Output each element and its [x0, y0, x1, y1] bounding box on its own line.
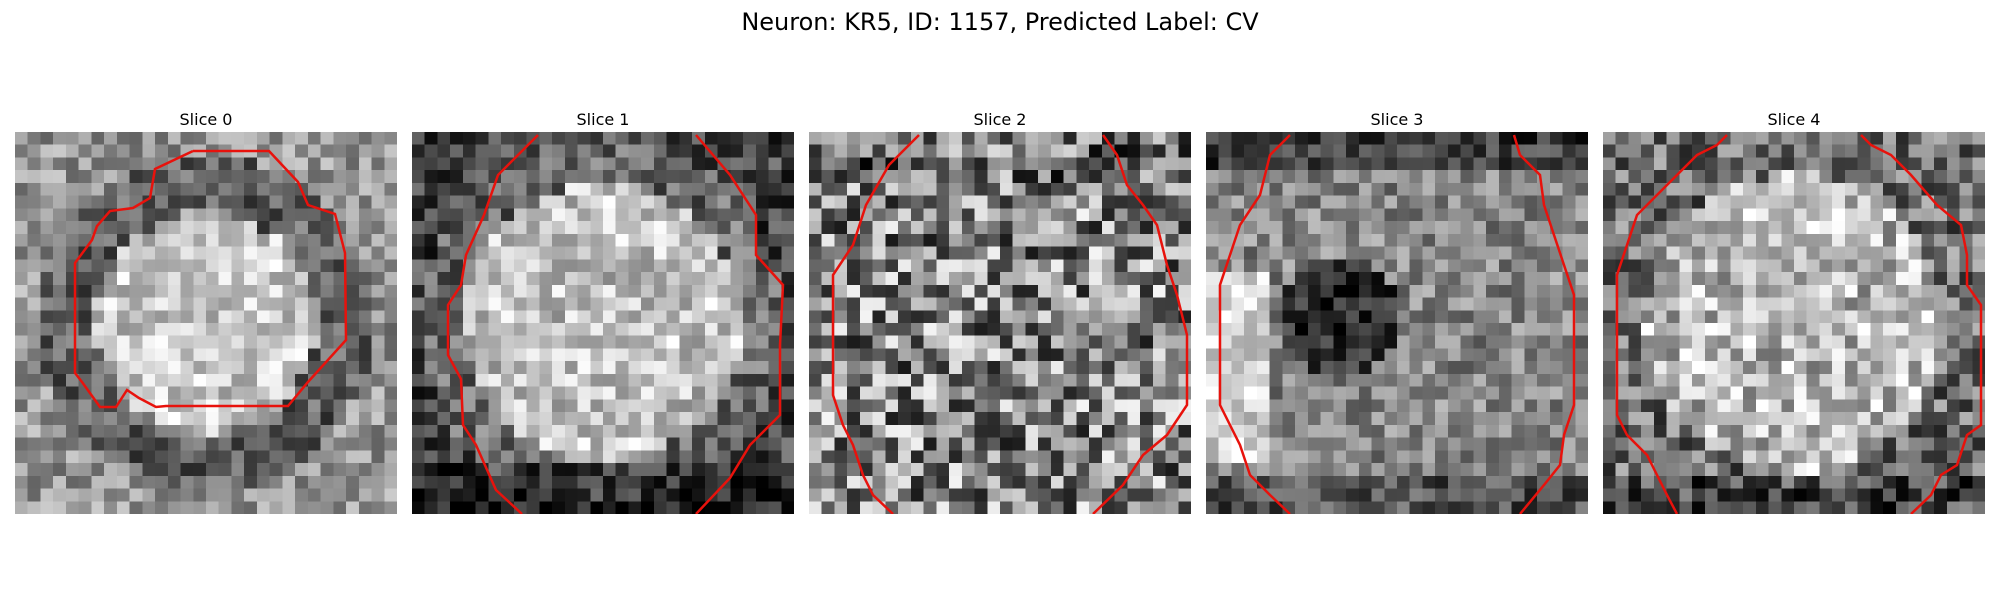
slice-title: Slice 4: [1767, 110, 1821, 129]
slice-pixels: [1206, 132, 1588, 514]
slice-pixels: [412, 132, 794, 514]
slice-image-3: [1206, 132, 1588, 514]
slice-image-2: [809, 132, 1191, 514]
roi-contour: [1218, 134, 1576, 514]
slice-pixels: [15, 132, 397, 514]
figure-title: Neuron: KR5, ID: 1157, Predicted Label: …: [741, 8, 1259, 36]
slice-image-0: [15, 132, 397, 514]
slice-panel-4: Slice 4: [1603, 108, 1985, 514]
slice-image-4: [1603, 132, 1985, 514]
roi-contour: [1615, 134, 1983, 514]
slice-title: Slice 2: [973, 110, 1027, 129]
slice-panel-2: Slice 2: [809, 108, 1191, 514]
slice-image-1: [412, 132, 794, 514]
slice-title: Slice 0: [179, 110, 233, 129]
slice-panel-3: Slice 3: [1206, 108, 1588, 514]
slice-pixels: [1603, 132, 1985, 514]
slice-title: Slice 1: [576, 110, 630, 129]
slice-panel-1: Slice 1: [412, 108, 794, 514]
roi-contour: [831, 134, 1189, 514]
slice-panel-0: Slice 0: [15, 108, 397, 514]
roi-contour: [446, 134, 785, 514]
slice-title: Slice 3: [1370, 110, 1424, 129]
roi-contour: [73, 149, 348, 409]
